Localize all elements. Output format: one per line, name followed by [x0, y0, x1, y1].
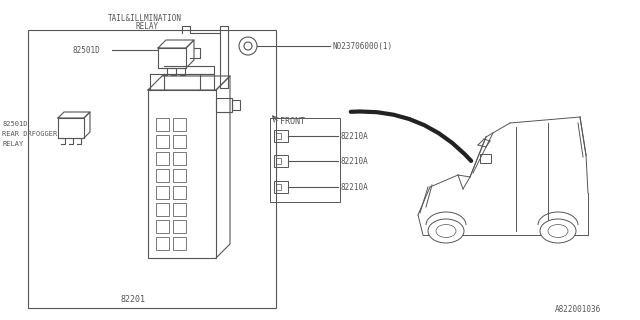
- Text: FRONT: FRONT: [280, 116, 305, 125]
- Text: A822001036: A822001036: [555, 306, 601, 315]
- Ellipse shape: [540, 219, 576, 243]
- Bar: [274, 155, 288, 167]
- Bar: [173, 135, 186, 148]
- Bar: [232, 100, 240, 110]
- Bar: [173, 203, 186, 216]
- Bar: [156, 169, 169, 182]
- Bar: [173, 169, 186, 182]
- Text: REAR DRFOGGER: REAR DRFOGGER: [2, 131, 57, 137]
- Bar: [216, 98, 232, 112]
- Bar: [156, 152, 169, 165]
- Text: 82210A: 82210A: [340, 156, 368, 165]
- Text: 82501D: 82501D: [72, 45, 100, 54]
- Bar: [274, 130, 288, 142]
- Bar: [156, 118, 169, 131]
- Text: 82210A: 82210A: [340, 132, 368, 140]
- Text: RELAY: RELAY: [2, 141, 23, 147]
- Ellipse shape: [548, 225, 568, 237]
- Bar: [276, 133, 281, 139]
- Bar: [276, 184, 281, 190]
- Circle shape: [244, 42, 252, 50]
- Text: RELAY: RELAY: [135, 21, 158, 30]
- Text: 82501D: 82501D: [2, 121, 28, 127]
- Bar: [156, 203, 169, 216]
- Text: 82210A: 82210A: [340, 182, 368, 191]
- Bar: [270, 118, 340, 202]
- Bar: [173, 237, 186, 250]
- Text: N023706000(1): N023706000(1): [332, 42, 392, 51]
- Bar: [173, 118, 186, 131]
- Bar: [480, 154, 491, 163]
- Bar: [156, 220, 169, 233]
- Bar: [156, 135, 169, 148]
- Bar: [156, 186, 169, 199]
- Bar: [173, 152, 186, 165]
- Bar: [156, 237, 169, 250]
- Bar: [173, 186, 186, 199]
- Bar: [173, 220, 186, 233]
- Ellipse shape: [428, 219, 464, 243]
- Text: TAIL&ILLMINATION: TAIL&ILLMINATION: [108, 13, 182, 22]
- Bar: [276, 158, 281, 164]
- Circle shape: [239, 37, 257, 55]
- Text: 82201: 82201: [120, 295, 145, 305]
- Bar: [148, 90, 216, 258]
- Bar: [274, 181, 288, 193]
- Ellipse shape: [436, 225, 456, 237]
- Bar: [28, 30, 276, 308]
